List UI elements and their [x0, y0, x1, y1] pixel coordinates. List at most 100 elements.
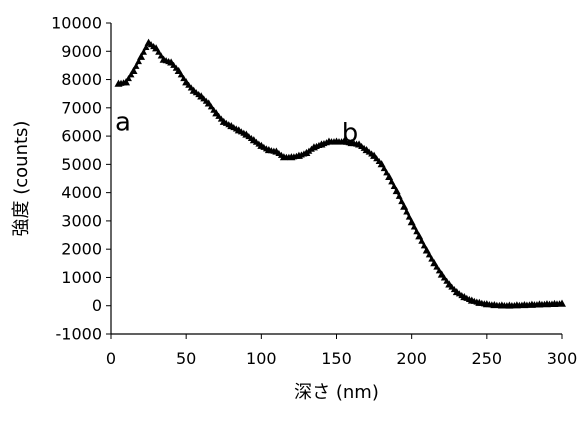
- data-point-marker: [210, 106, 218, 113]
- y-tick-label: 8000: [61, 70, 102, 89]
- data-point-marker: [353, 140, 360, 147]
- data-point-marker: [270, 147, 278, 154]
- data-point-marker: [180, 75, 188, 82]
- x-tick-label: 100: [246, 349, 277, 368]
- data-point-marker: [392, 187, 401, 195]
- data-point-marker: [155, 48, 163, 55]
- data-point-marker: [135, 58, 142, 65]
- data-point-marker: [403, 208, 411, 215]
- data-point-marker: [420, 242, 428, 249]
- data-point-marker: [433, 263, 441, 270]
- data-point-marker: [388, 178, 396, 185]
- data-point-marker: [177, 71, 185, 78]
- data-point-marker: [443, 277, 451, 284]
- data-point-marker: [132, 62, 140, 69]
- y-axis-title: 強度 (counts): [11, 121, 32, 237]
- x-tick-label: 0: [106, 349, 116, 368]
- y-tick-label: 10000: [51, 14, 102, 33]
- y-tick-label: 7000: [61, 98, 102, 117]
- y-axis-ticks: -1000 0 1000 2000 3000 4000 5000 6000 7000 8000 90…: [51, 14, 111, 344]
- data-point-marker: [473, 298, 481, 305]
- data-point-marker: [207, 103, 215, 110]
- data-point-marker: [225, 121, 233, 128]
- data-point-marker: [345, 139, 353, 146]
- data-point-marker: [398, 197, 406, 205]
- data-point-marker: [338, 138, 345, 145]
- data-point-marker: [458, 291, 466, 299]
- data-point-marker: [187, 84, 195, 91]
- data-point-marker: [315, 141, 323, 149]
- data-point-marker: [150, 42, 158, 50]
- data-point-marker: [480, 300, 488, 307]
- data-point-marker: [247, 134, 255, 141]
- data-point-marker: [395, 192, 403, 199]
- data-point-marker: [510, 301, 518, 309]
- data-point-marker: [120, 79, 127, 86]
- data-point-marker: [330, 138, 338, 145]
- y-tick-label: 3000: [61, 211, 102, 230]
- x-tick-label: 50: [176, 349, 196, 368]
- data-point-marker: [383, 169, 391, 176]
- data-point-marker: [125, 75, 132, 82]
- data-point-marker: [137, 52, 146, 60]
- data-point-marker: [526, 301, 533, 308]
- x-tick-label: 300: [547, 349, 578, 368]
- data-point-marker: [556, 300, 563, 307]
- data-point-marker: [217, 115, 225, 122]
- annotation-label: a: [115, 107, 131, 137]
- data-point-marker: [488, 301, 496, 308]
- y-tick-label: 0: [92, 296, 102, 315]
- y-tick-label: 6000: [61, 127, 102, 146]
- data-point-marker: [140, 48, 147, 55]
- data-point-marker: [533, 301, 541, 308]
- data-point-marker: [428, 255, 436, 262]
- data-point-marker: [422, 246, 431, 254]
- x-axis-ticks: 0 50 100 150 200 250 300: [106, 334, 577, 368]
- data-point-marker: [308, 145, 315, 152]
- data-point-marker: [413, 228, 421, 235]
- data-point-marker: [165, 58, 173, 65]
- data-point-marker: [157, 52, 165, 59]
- annotation-label: b: [342, 119, 359, 149]
- data-point-marker: [375, 157, 383, 165]
- data-point-marker: [323, 139, 330, 146]
- data-point-marker: [541, 300, 548, 307]
- data-point-marker: [518, 301, 526, 308]
- data-point-marker: [202, 97, 210, 104]
- data-point-marker: [548, 300, 556, 307]
- data-point-marker: [285, 153, 293, 160]
- data-point-marker: [440, 274, 448, 281]
- x-tick-label: 200: [396, 349, 427, 368]
- y-tick-label: 2000: [61, 240, 102, 259]
- y-tick-label: 1000: [61, 268, 102, 287]
- y-tick-label: 4000: [61, 183, 102, 202]
- data-point-marker: [390, 182, 398, 190]
- x-tick-label: 250: [472, 349, 503, 368]
- data-point-marker: [142, 43, 150, 51]
- data-point-marker: [262, 145, 270, 152]
- data-point-marker: [385, 172, 394, 181]
- x-tick-label: 150: [321, 349, 352, 368]
- data-point-marker: [405, 213, 413, 220]
- data-point-marker: [495, 301, 503, 308]
- data-point-marker: [195, 91, 203, 98]
- y-tick-label: 9000: [61, 42, 102, 61]
- data-point-marker: [503, 302, 511, 309]
- data-point-marker: [407, 218, 416, 226]
- data-point-marker: [172, 64, 180, 71]
- data-point-marker: [450, 286, 458, 293]
- data-point-marker: [127, 71, 135, 78]
- data-point-marker: [360, 144, 368, 151]
- data-point-marker: [255, 140, 263, 147]
- series-markers: [114, 38, 566, 309]
- data-point-marker: [418, 237, 426, 244]
- data-point-marker: [410, 223, 418, 230]
- data-point-marker: [435, 267, 443, 274]
- y-tick-label: -1000: [56, 325, 103, 344]
- data-point-marker: [368, 150, 375, 157]
- data-point-marker: [465, 295, 473, 303]
- data-point-marker: [380, 165, 388, 172]
